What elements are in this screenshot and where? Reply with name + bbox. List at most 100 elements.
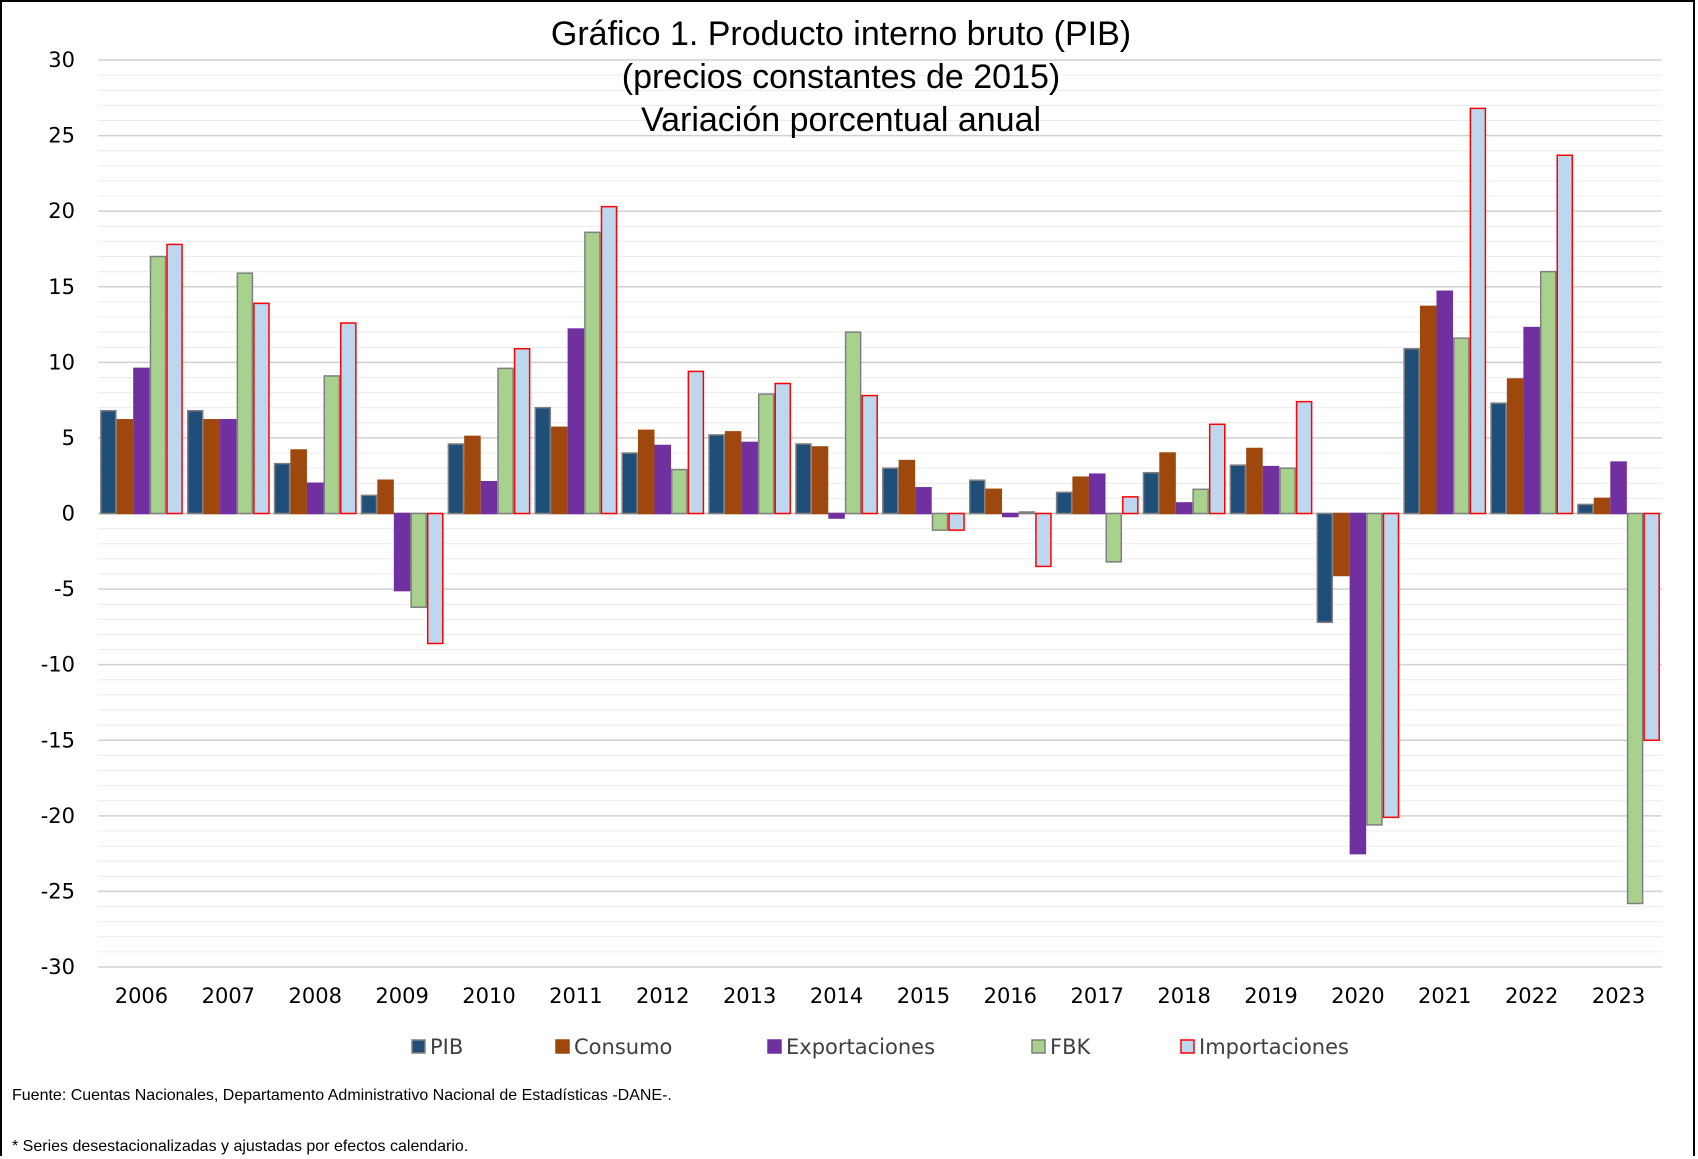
- y-tick-label: 0: [62, 502, 75, 526]
- bar-fbk-2017: [1105, 512, 1123, 563]
- bar-exportaciones-2021: [1436, 290, 1454, 515]
- bar-importaciones-2016: [1035, 512, 1052, 568]
- bar-fbk-2022: [1539, 270, 1557, 515]
- x-tick-label: 2008: [288, 984, 341, 1008]
- x-tick-label: 2021: [1418, 984, 1471, 1008]
- bar-pib-2016: [968, 479, 986, 515]
- bar-importaciones-2013: [774, 382, 792, 515]
- bar-importaciones-2023: [1643, 512, 1660, 741]
- bar-exportaciones-2013: [741, 441, 758, 515]
- bar-pib-2018: [1142, 471, 1160, 515]
- bar-consumo-2011: [551, 426, 568, 515]
- bar-importaciones-2008: [340, 322, 357, 515]
- bar-exportaciones-2020: [1349, 512, 1367, 855]
- x-tick-label: 2023: [1592, 984, 1645, 1008]
- legend: PIB Consumo Exportaciones FBK Importaciones: [411, 1035, 1349, 1059]
- x-tick-label: 2007: [202, 984, 255, 1008]
- x-tick-label: 2006: [115, 984, 168, 1008]
- footnote: * Series desestacionalizadas y ajustadas…: [12, 1138, 469, 1155]
- y-tick-label: 15: [48, 275, 75, 299]
- bar-exportaciones-2007: [220, 419, 237, 515]
- bar-consumo-2021: [1419, 305, 1437, 515]
- bar-importaciones-2019: [1295, 400, 1313, 515]
- bar-consumo-2016: [985, 488, 1003, 515]
- bar-consumo-2012: [637, 429, 655, 515]
- bar-consumo-2014: [811, 446, 829, 515]
- bar-fbk-2019: [1279, 467, 1296, 515]
- bar-consumo-2020: [1333, 512, 1350, 577]
- bar-pib-2019: [1229, 464, 1247, 515]
- bar-pib-2010: [447, 443, 465, 515]
- x-tick-label: 2013: [723, 984, 776, 1008]
- bar-exportaciones-2006: [133, 367, 150, 515]
- bar-importaciones-2009: [426, 512, 444, 645]
- bar-exportaciones-2015: [915, 487, 932, 515]
- bar-consumo-2015: [898, 459, 916, 515]
- y-tick-label: -15: [41, 728, 75, 752]
- bar-importaciones-2017: [1122, 496, 1139, 515]
- bar-fbk-2013: [757, 393, 775, 515]
- bar-fbk-2020: [1366, 512, 1383, 826]
- legend-label-pib: PIB: [430, 1035, 463, 1059]
- legend-swatch-consumo: [555, 1039, 570, 1054]
- bar-pib-2021: [1403, 347, 1420, 515]
- y-tick-label: -30: [41, 955, 75, 979]
- chart-title: Gráfico 1. Producto interno bruto (PIB): [551, 15, 1131, 53]
- bar-consumo-2023: [1593, 497, 1611, 515]
- chart-subtitle-2: Variación porcentual anual: [641, 101, 1041, 139]
- bar-exportaciones-2011: [567, 328, 585, 515]
- bar-consumo-2006: [116, 419, 134, 515]
- bar-pib-2009: [360, 494, 378, 515]
- bar-consumo-2013: [724, 431, 742, 515]
- bar-exportaciones-2016: [1002, 512, 1019, 518]
- bar-consumo-2010: [464, 435, 481, 515]
- legend-swatch-exportaciones: [767, 1039, 782, 1054]
- bar-importaciones-2015: [948, 512, 965, 531]
- bar-exportaciones-2018: [1175, 502, 1193, 515]
- bar-importaciones-2006: [166, 243, 183, 515]
- x-tick-label: 2020: [1331, 984, 1384, 1008]
- bar-pib-2007: [186, 409, 204, 515]
- bar-importaciones-2014: [861, 394, 878, 515]
- y-tick-label: 20: [48, 199, 75, 223]
- bar-exportaciones-2009: [393, 512, 411, 592]
- bar-fbk-2015: [931, 512, 949, 531]
- bar-fbk-2007: [236, 272, 254, 515]
- bar-fbk-2010: [497, 367, 514, 515]
- bar-consumo-2017: [1072, 476, 1089, 515]
- bar-importaciones-2022: [1556, 154, 1574, 515]
- bar-exportaciones-2019: [1262, 465, 1280, 515]
- x-axis-ticks: 2006 2007 2008 2009 2010 2011 2012 2013 2014 2015…: [115, 984, 1646, 1008]
- x-tick-label: 2018: [1157, 984, 1210, 1008]
- bar-fbk-2011: [584, 231, 601, 515]
- bar-consumo-2022: [1506, 378, 1524, 515]
- legend-swatch-fbk: [1031, 1039, 1046, 1054]
- bar-exportaciones-2010: [480, 481, 498, 515]
- legend-label-exportaciones: Exportaciones: [786, 1035, 935, 1059]
- bar-pib-2023: [1577, 503, 1594, 515]
- y-tick-label: 5: [62, 426, 75, 450]
- bar-fbk-2023: [1626, 512, 1644, 905]
- bar-exportaciones-2023: [1610, 461, 1627, 515]
- bar-pib-2006: [100, 409, 117, 515]
- bar-importaciones-2011: [600, 205, 618, 515]
- x-tick-label: 2022: [1505, 984, 1558, 1008]
- gridlines: [98, 59, 1662, 968]
- x-tick-label: 2012: [636, 984, 689, 1008]
- legend-label-importaciones: Importaciones: [1199, 1035, 1349, 1059]
- source-note: Fuente: Cuentas Nacionales, Departamento…: [12, 1087, 672, 1104]
- y-tick-label: 10: [48, 350, 75, 374]
- bar-fbk-2016: [1018, 511, 1036, 515]
- bar-exportaciones-2012: [654, 444, 672, 515]
- bar-importaciones-2018: [1208, 423, 1226, 515]
- legend-label-fbk: FBK: [1050, 1035, 1091, 1059]
- y-tick-label: -25: [41, 879, 75, 903]
- bar-fbk-2009: [410, 512, 427, 608]
- bar-pib-2011: [534, 406, 552, 515]
- x-tick-label: 2016: [984, 984, 1037, 1008]
- bar-pib-2012: [621, 452, 638, 515]
- legend-swatch-pib: [411, 1039, 426, 1054]
- y-tick-label: -20: [41, 804, 75, 828]
- bar-consumo-2008: [290, 449, 307, 515]
